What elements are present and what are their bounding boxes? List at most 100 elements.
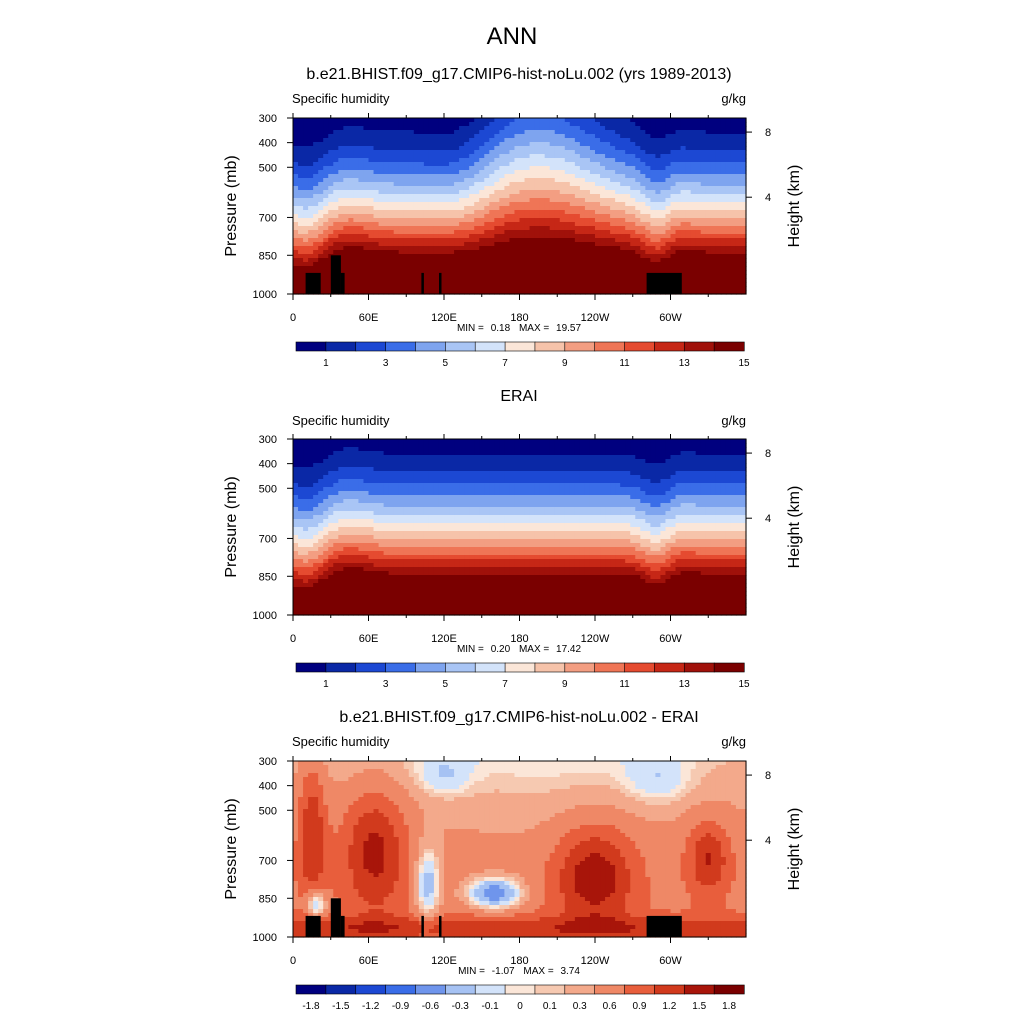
field-cell: [363, 182, 370, 187]
field-cell: [318, 198, 324, 203]
field-cell: [444, 198, 450, 203]
field-cell: [630, 266, 636, 271]
field-cell: [479, 475, 485, 480]
field-cell: [398, 142, 405, 147]
field-cell: [690, 471, 697, 476]
field-cell: [494, 242, 500, 247]
field-cell: [323, 150, 329, 155]
field-cell: [569, 214, 576, 219]
field-cell: [393, 218, 400, 223]
field-cell: [670, 214, 677, 219]
field-cell: [423, 230, 430, 235]
field-cell: [494, 162, 500, 167]
field-cell: [695, 286, 702, 291]
field-cell: [428, 182, 435, 187]
field-cell: [554, 439, 561, 444]
field-cell: [579, 158, 586, 163]
field-cell: [645, 126, 651, 131]
field-cell: [620, 238, 626, 243]
field-cell: [494, 475, 500, 480]
field-cell: [338, 138, 344, 143]
field-cell: [393, 230, 400, 235]
field-cell: [584, 234, 591, 239]
field-cell: [459, 234, 465, 239]
field-cell: [700, 250, 707, 255]
field-cell: [625, 214, 631, 219]
field-cell: [534, 174, 541, 179]
field-cell: [313, 210, 319, 215]
field-cell: [514, 447, 521, 452]
field-cell: [640, 266, 646, 271]
field-cell: [635, 278, 641, 283]
field-cell: [579, 467, 586, 472]
field-cell: [730, 290, 737, 295]
field-cell: [403, 126, 410, 131]
field-cell: [715, 186, 722, 191]
field-cell: [715, 286, 722, 291]
field-cell: [690, 154, 697, 159]
field-cell: [444, 178, 450, 183]
field-cell: [303, 459, 309, 464]
field-cell: [544, 443, 551, 448]
field-cell: [509, 467, 516, 472]
field-cell: [670, 250, 677, 255]
field-cell: [715, 146, 722, 151]
field-cell: [685, 467, 692, 472]
field-cell: [640, 186, 646, 191]
field-cell: [499, 130, 505, 135]
field-cell: [655, 170, 662, 175]
field-cell: [640, 278, 646, 283]
field-cell: [358, 218, 365, 223]
field-cell: [544, 258, 551, 263]
field-cell: [620, 210, 626, 215]
field-cell: [413, 206, 420, 211]
field-cell: [418, 138, 425, 143]
field-cell: [685, 266, 692, 271]
field-cell: [438, 238, 445, 243]
field-cell: [559, 194, 566, 199]
field-cell: [383, 178, 390, 183]
field-cell: [589, 150, 596, 155]
panel-obs-y2label: Height (km): [786, 486, 803, 569]
field-cell: [600, 471, 606, 476]
field-cell: [383, 266, 390, 271]
field-cell: [423, 238, 430, 243]
field-cell: [509, 138, 516, 143]
field-cell: [524, 447, 531, 452]
field-cell: [579, 146, 586, 151]
field-cell: [338, 254, 344, 259]
field-cell: [740, 246, 747, 251]
field-cell: [605, 190, 611, 195]
field-cell: [569, 286, 576, 291]
field-cell: [444, 158, 450, 163]
field-cell: [378, 170, 385, 175]
field-cell: [303, 206, 309, 211]
field-cell: [509, 258, 516, 263]
field-cell: [625, 126, 631, 131]
field-cell: [695, 138, 702, 143]
field-cell: [730, 250, 737, 255]
field-cell: [715, 138, 722, 143]
field-cell: [343, 451, 349, 456]
field-cell: [690, 122, 697, 127]
field-cell: [343, 182, 349, 187]
field-cell: [690, 118, 697, 123]
field-cell: [640, 174, 646, 179]
field-cell: [735, 174, 742, 179]
field-cell: [433, 210, 440, 215]
field-cell: [670, 202, 677, 207]
field-cell: [333, 122, 339, 127]
field-cell: [544, 146, 551, 151]
field-cell: [589, 174, 596, 179]
field-cell: [640, 258, 646, 263]
field-cell: [544, 210, 551, 215]
field-cell: [529, 194, 536, 199]
field-cell: [494, 467, 500, 472]
field-cell: [358, 134, 365, 139]
field-cell: [303, 118, 309, 123]
field-cell: [338, 258, 344, 263]
field-cell: [519, 214, 526, 219]
field-cell: [655, 439, 662, 444]
field-cell: [569, 262, 576, 267]
